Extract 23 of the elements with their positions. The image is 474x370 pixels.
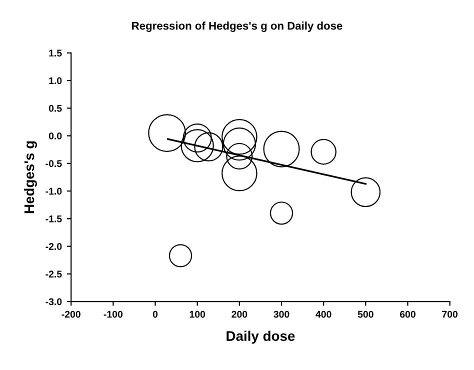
y-tick-label: -1.5 xyxy=(46,216,62,222)
y-tick-label: -0.5 xyxy=(46,160,62,168)
y-tick-label: -3.0 xyxy=(46,298,62,306)
y-tick-label: -2.5 xyxy=(46,270,62,278)
y-tick-label: -2.0 xyxy=(46,243,62,250)
y-tick-label: 0.0 xyxy=(48,132,62,140)
x-tick-label: 700 xyxy=(442,310,458,318)
y-tick-label: -1.0 xyxy=(46,188,62,195)
y-tick-label: 1.5 xyxy=(49,50,62,57)
y-axis-title: Hedges's g xyxy=(24,141,37,214)
x-tick-label: 0 xyxy=(152,310,158,318)
y-tick-label: 0.5 xyxy=(48,104,62,112)
y-tick-label: 1.0 xyxy=(49,77,62,84)
x-tick-label: -200 xyxy=(62,310,80,318)
x-tick-label: 600 xyxy=(400,310,416,318)
x-axis-title: Daily dose xyxy=(226,330,295,344)
x-tick-label: -100 xyxy=(104,310,123,318)
chart-title: Regression of Hedges's g on Daily dose xyxy=(132,22,342,32)
x-tick-label: 200 xyxy=(232,310,248,318)
x-tick-label: 100 xyxy=(190,310,206,318)
x-tick-label: 300 xyxy=(274,310,290,318)
x-tick-label: 500 xyxy=(358,310,374,318)
x-tick-label: 400 xyxy=(316,310,332,318)
